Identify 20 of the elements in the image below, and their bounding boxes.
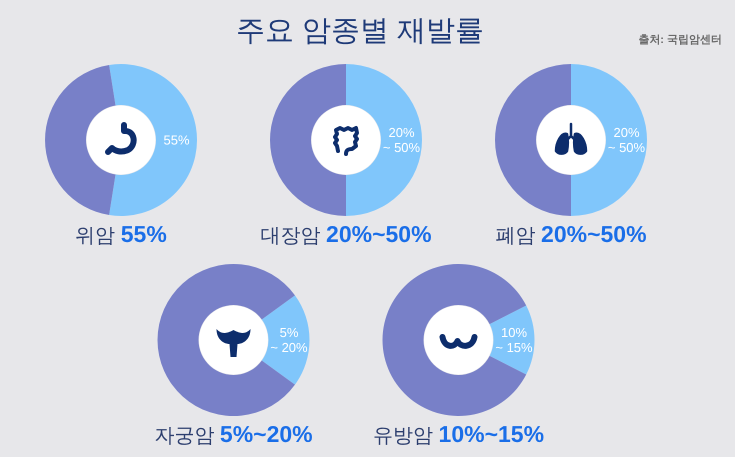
source-note: 출처: 국립암센터 bbox=[638, 34, 722, 46]
donut-slice bbox=[346, 64, 422, 216]
data-label: 55% bbox=[163, 132, 190, 148]
data-label: 20% ~ 50% bbox=[608, 125, 646, 155]
donut-slice bbox=[490, 306, 534, 374]
text: 위암 55% bbox=[75, 221, 167, 247]
donut-slice bbox=[495, 64, 571, 216]
text: 대장암 20%~50% bbox=[260, 221, 432, 247]
donut-slice bbox=[270, 64, 346, 216]
text: 유방암 10%~15% bbox=[372, 421, 544, 447]
donut-slice bbox=[45, 64, 116, 216]
data-label: 5% ~ 20% bbox=[270, 325, 308, 355]
donut-slice bbox=[262, 295, 310, 385]
text: 자궁암 5%~20% bbox=[154, 421, 313, 447]
donut-slice bbox=[571, 64, 647, 216]
data-label: 20% ~ 50% bbox=[382, 125, 421, 155]
text: 주요 암종별 재발률 bbox=[236, 15, 484, 47]
donut-slice bbox=[109, 64, 197, 216]
text: 폐암 20%~50% bbox=[495, 221, 647, 247]
data-label: 10% ~ 15% bbox=[495, 325, 534, 355]
